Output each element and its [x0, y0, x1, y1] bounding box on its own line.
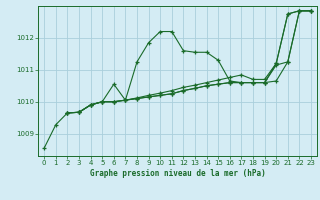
X-axis label: Graphe pression niveau de la mer (hPa): Graphe pression niveau de la mer (hPa)	[90, 169, 266, 178]
